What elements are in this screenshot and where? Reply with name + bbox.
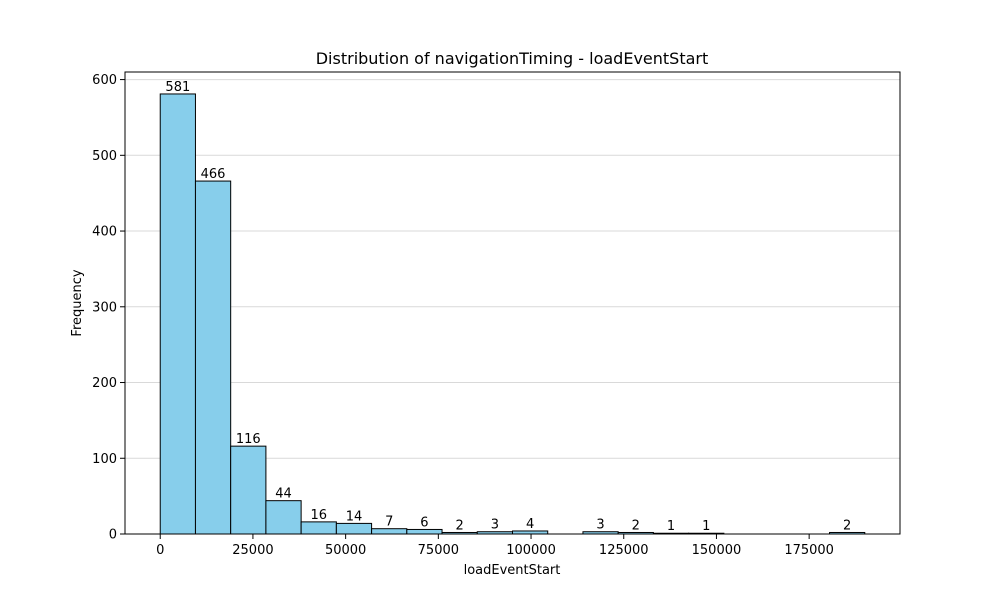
x-tick-label: 0 — [156, 543, 164, 558]
histogram-bar — [266, 501, 301, 534]
histogram-bar — [195, 181, 230, 534]
x-axis-label: loadEventStart — [464, 563, 561, 578]
y-tick-label: 400 — [92, 225, 117, 240]
x-tick-label: 25000 — [232, 543, 273, 558]
histogram-bar — [160, 94, 195, 534]
histogram-bar — [301, 522, 336, 534]
bar-value-label: 3 — [596, 518, 604, 533]
x-tick-label: 75000 — [418, 543, 459, 558]
y-tick-label: 0 — [109, 528, 117, 543]
bar-value-label: 2 — [456, 518, 464, 533]
bar-value-label: 1 — [702, 519, 710, 534]
y-tick-label: 300 — [92, 300, 117, 315]
bar-value-label: 116 — [236, 432, 261, 447]
chart-title: Distribution of navigationTiming - loadE… — [316, 49, 709, 68]
bar-value-label: 581 — [165, 80, 190, 95]
bar-value-label: 7 — [385, 515, 393, 530]
bar-value-label: 466 — [201, 167, 226, 182]
y-tick-label: 100 — [92, 452, 117, 467]
bar-value-label: 2 — [843, 518, 851, 533]
grid-lines — [125, 80, 900, 459]
histogram-bar — [231, 446, 266, 534]
bar-value-label: 6 — [420, 515, 428, 530]
bar-value-label: 44 — [275, 487, 292, 502]
bar-value-label: 14 — [346, 509, 363, 524]
y-axis-label: Frequency — [70, 269, 85, 336]
bar-value-label: 1 — [667, 519, 675, 534]
x-tick-label: 125000 — [599, 543, 649, 558]
x-tick-label: 150000 — [692, 543, 742, 558]
bar-value-label: 4 — [526, 517, 534, 532]
bar-value-label: 2 — [632, 518, 640, 533]
y-tick-label: 600 — [92, 73, 117, 88]
y-tick-label: 200 — [92, 376, 117, 391]
histogram-bar — [336, 523, 371, 534]
bars — [160, 94, 865, 534]
y-axis-ticks: 0 100 200 300 400 500 600 — [92, 73, 125, 542]
x-tick-label: 175000 — [784, 543, 834, 558]
x-axis-ticks: 0 25000 50000 75000 100000 125000 150000 175000 — [156, 534, 834, 558]
bar-value-label: 3 — [491, 518, 499, 533]
bar-value-label: 16 — [310, 508, 327, 523]
y-tick-label: 500 — [92, 149, 117, 164]
x-tick-label: 100000 — [506, 543, 556, 558]
x-tick-label: 50000 — [325, 543, 366, 558]
